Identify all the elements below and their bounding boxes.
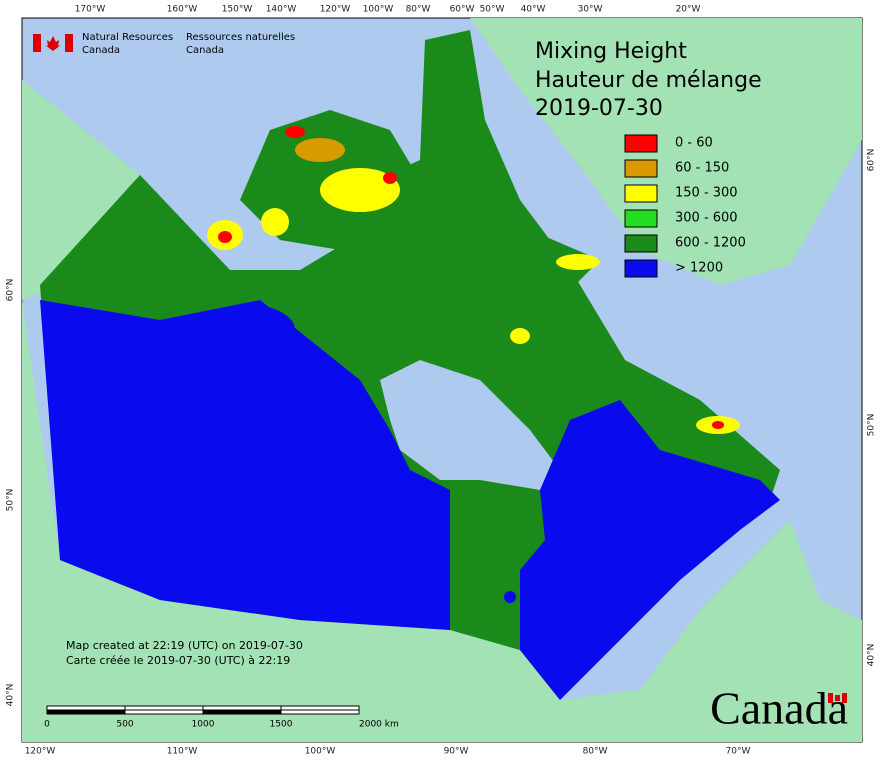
low-mixing-core bbox=[285, 126, 305, 138]
agency-fr: Ressources naturelles bbox=[186, 32, 295, 43]
graticule-label: 60°N bbox=[6, 279, 16, 302]
legend-label: 600 - 1200 bbox=[675, 236, 746, 251]
greenland bbox=[470, 18, 862, 285]
legend-label: 0 - 60 bbox=[675, 136, 713, 151]
legend-label: 60 - 150 bbox=[675, 161, 729, 176]
wordmark: Canada bbox=[710, 683, 848, 734]
graticule-label: 20°W bbox=[676, 5, 701, 15]
scale-segment bbox=[46, 709, 126, 715]
graticule-label: 140°W bbox=[266, 5, 297, 15]
low-mixing-zone bbox=[295, 138, 345, 162]
low-mixing-core bbox=[218, 231, 232, 243]
scale-label: 500 bbox=[116, 720, 133, 730]
legend-label: 150 - 300 bbox=[675, 186, 738, 201]
flag-bar bbox=[33, 34, 41, 52]
title: Mixing Height bbox=[535, 39, 687, 64]
date: 2019-07-30 bbox=[535, 96, 663, 121]
hudson-bay bbox=[380, 360, 560, 490]
graticule-label: 170°W bbox=[75, 5, 106, 15]
legend-label: 300 - 600 bbox=[675, 211, 738, 226]
note: Carte créée le 2019-07-30 (UTC) à 22:19 bbox=[66, 654, 290, 667]
graticule-label: 30°W bbox=[578, 5, 603, 15]
graticule-label: 60°W bbox=[450, 5, 475, 15]
graticule-label: 40°N bbox=[6, 684, 16, 707]
land bbox=[22, 18, 862, 742]
graticule-label: 80°W bbox=[583, 747, 608, 757]
low-mixing-zone bbox=[510, 328, 530, 344]
graticule-label: 70°W bbox=[726, 747, 751, 757]
scale-segment bbox=[202, 709, 282, 715]
wordmark-flag bbox=[828, 693, 833, 703]
graticule-label: 50°N bbox=[6, 489, 16, 512]
legend-swatch bbox=[624, 184, 658, 203]
note: Map created at 22:19 (UTC) on 2019-07-30 bbox=[66, 639, 303, 652]
legend-swatch bbox=[624, 234, 658, 253]
scale-bar: 0 500 1000 1500 2000 km bbox=[44, 705, 399, 730]
graticule-label: 40°N bbox=[867, 644, 877, 667]
scale-label: 0 bbox=[44, 720, 50, 730]
scale-segment bbox=[280, 709, 360, 715]
scale-segment bbox=[124, 705, 204, 711]
united-states bbox=[22, 300, 862, 742]
high-mixing-west bbox=[40, 300, 450, 630]
flag-bar bbox=[65, 34, 73, 52]
graticule-label: 50°W bbox=[480, 5, 505, 15]
graticule-label: 60°N bbox=[867, 149, 877, 172]
graticule-label: 100°W bbox=[363, 5, 394, 15]
low-mixing-zone bbox=[261, 208, 289, 236]
scale-segment bbox=[124, 709, 204, 715]
graticule-label: 90°W bbox=[444, 747, 469, 757]
low-mixing-zone bbox=[556, 254, 600, 270]
scale-label: 2000 km bbox=[359, 720, 399, 730]
graticule-label: 50°N bbox=[867, 414, 877, 437]
legend: 0 - 60 60 - 150 150 - 300 300 - 600 600 - 12… bbox=[624, 134, 746, 278]
low-mixing-zone bbox=[320, 168, 400, 212]
high-mixing-east bbox=[520, 400, 780, 700]
graticule: 170°W 160°W 150°W 140°W 120°W 100°W 80°W 60°W 50… bbox=[6, 5, 877, 757]
baffin-island bbox=[430, 190, 600, 330]
graticule-label: 160°W bbox=[167, 5, 198, 15]
high-mixing-north bbox=[205, 305, 295, 355]
low-mixing-core bbox=[712, 421, 724, 429]
graticule-label: 100°W bbox=[305, 747, 336, 757]
wordmark-flag bbox=[835, 695, 840, 701]
graticule-label: 120°W bbox=[320, 5, 351, 15]
scale-segment bbox=[280, 705, 360, 711]
scale-label: 1000 bbox=[192, 720, 215, 730]
scale-label: 1500 bbox=[270, 720, 293, 730]
low-mixing-core bbox=[383, 172, 397, 184]
graticule-label: 40°W bbox=[521, 5, 546, 15]
agency-en: Canada bbox=[82, 45, 120, 56]
high-mixing-spot bbox=[504, 591, 516, 603]
agency-fr: Canada bbox=[186, 45, 224, 56]
scale-segment bbox=[46, 705, 126, 711]
graticule-label: 150°W bbox=[222, 5, 253, 15]
legend-swatch bbox=[624, 134, 658, 153]
scale-segment bbox=[202, 705, 282, 711]
wordmark-flag bbox=[842, 693, 847, 703]
graticule-label: 80°W bbox=[406, 5, 431, 15]
legend-swatch bbox=[624, 159, 658, 178]
title: Hauteur de mélange bbox=[535, 68, 762, 93]
legend-swatch bbox=[624, 259, 658, 278]
legend-swatch bbox=[624, 209, 658, 228]
graticule-label: 120°W bbox=[25, 747, 56, 757]
graticule-label: 110°W bbox=[167, 747, 198, 757]
legend-label: > 1200 bbox=[675, 261, 723, 276]
alaska bbox=[22, 80, 140, 300]
maple-leaf bbox=[45, 36, 61, 51]
agency-en: Natural Resources bbox=[82, 32, 173, 43]
